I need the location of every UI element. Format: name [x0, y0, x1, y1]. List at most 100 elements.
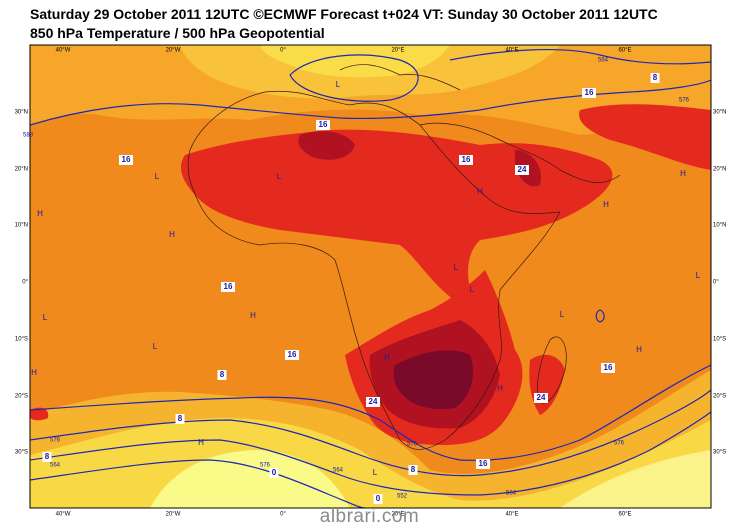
label-box — [119, 155, 133, 165]
geopotential-label: 576 — [407, 442, 418, 448]
longitude-label: 40°E — [505, 48, 518, 54]
temperature-label: 24 — [518, 165, 527, 174]
label-box — [175, 414, 185, 424]
pressure-center: H — [37, 209, 43, 218]
geopotential-label: 564 — [598, 58, 609, 64]
geopotential-label: 576 — [614, 441, 625, 447]
label-box — [459, 155, 473, 165]
temperature-label: 0 — [376, 494, 381, 503]
pressure-center: H — [250, 311, 256, 320]
longitude-label: 20°W — [166, 512, 181, 518]
geopotential-label: 588 — [23, 133, 34, 139]
temperature-label: 16 — [122, 155, 131, 164]
temperature-label: 16 — [224, 282, 233, 291]
label-box — [601, 363, 615, 373]
latitude-label: 20°S — [15, 394, 28, 400]
temperature-label: 16 — [319, 120, 328, 129]
latitude-label: 30°N — [713, 110, 726, 116]
longitude-label: 0° — [280, 512, 286, 518]
label-box — [217, 370, 227, 380]
latitude-label: 30°N — [15, 110, 28, 116]
subtitle: 850 hPa Temperature / 500 hPa Geopotenti… — [30, 25, 325, 41]
label-box — [534, 393, 548, 403]
label-box — [366, 397, 380, 407]
label-box — [582, 88, 596, 98]
geopotential-label: 552 — [397, 494, 408, 500]
latitude-label: 10°S — [713, 337, 726, 343]
latitude-label: 10°N — [15, 223, 28, 229]
pressure-center: L — [43, 313, 48, 322]
latitude-label: 20°S — [713, 394, 726, 400]
latitude-label: 20°N — [713, 167, 726, 173]
longitude-label: 20°E — [391, 512, 404, 518]
temperature-label: 16 — [585, 88, 594, 97]
temperature-field — [30, 45, 711, 508]
longitude-label: 0° — [280, 48, 286, 54]
latitude-label: 30°S — [713, 450, 726, 456]
latitude-label: 10°N — [713, 223, 726, 229]
temperature-label: 8 — [45, 452, 50, 461]
geopotential-contours — [30, 48, 711, 508]
geopotential-label: 564 — [333, 468, 344, 474]
label-box — [316, 120, 330, 130]
watermark: albrari.com — [319, 506, 420, 527]
geopotential-label: 576 — [679, 98, 690, 104]
longitude-label: 20°W — [166, 48, 181, 54]
temperature-label: 16 — [479, 459, 488, 468]
pressure-center: L — [277, 172, 282, 181]
latitude-label: 10°S — [15, 337, 28, 343]
pressure-center: L — [373, 468, 378, 477]
temperature-label: 8 — [178, 414, 183, 423]
temperature-label: 16 — [288, 350, 297, 359]
label-box — [42, 452, 52, 462]
temperature-label: 16 — [462, 155, 471, 164]
pressure-center: L — [470, 285, 475, 294]
pressure-center: H — [680, 169, 686, 178]
pressure-center: H — [169, 230, 175, 239]
title: Saturday 29 October 2011 12UTC ©ECMWF Fo… — [30, 6, 658, 22]
label-box — [515, 165, 529, 175]
pressure-center: H — [384, 353, 390, 362]
longitude-label: 40°W — [56, 512, 71, 518]
label-box — [476, 459, 490, 469]
pressure-center: H — [477, 187, 483, 196]
longitude-label: 60°E — [618, 512, 631, 518]
pressure-center: H — [198, 438, 204, 447]
longitude-label: 40°W — [56, 48, 71, 54]
label-box — [221, 282, 235, 292]
coastlines — [187, 64, 621, 450]
label-box — [373, 494, 383, 504]
pressure-center: L — [696, 271, 701, 280]
geopotential-label: 564 — [506, 491, 517, 497]
temperature-label: 24 — [537, 393, 546, 402]
longitude-label: 60°E — [618, 48, 631, 54]
label-box — [285, 350, 299, 360]
latitude-label: 20°N — [15, 167, 28, 173]
latitude-label: 30°S — [15, 450, 28, 456]
geopotential-label: 576 — [260, 463, 271, 469]
pressure-center: L — [336, 80, 341, 89]
pressure-center: H — [31, 368, 37, 377]
pressure-center: H — [636, 345, 642, 354]
temperature-label: 8 — [220, 370, 225, 379]
pressure-center: L — [155, 172, 160, 181]
pressure-center: L — [454, 263, 459, 272]
latitude-label: 0° — [713, 280, 719, 286]
temperature-label: 24 — [369, 397, 378, 406]
map-frame — [29, 44, 712, 509]
temperature-label: 16 — [604, 363, 613, 372]
label-box — [269, 468, 279, 478]
longitude-label: 20°E — [391, 48, 404, 54]
geopotential-label: 576 — [50, 438, 61, 444]
pressure-center: H — [603, 200, 609, 209]
pressure-center: L — [560, 310, 565, 319]
pressure-center: H — [497, 384, 503, 393]
pressure-center: L — [153, 342, 158, 351]
label-box — [408, 465, 418, 475]
geopotential-label: 564 — [50, 463, 61, 469]
temperature-label: 8 — [411, 465, 416, 474]
label-box — [650, 73, 660, 83]
latitude-label: 0° — [22, 280, 28, 286]
